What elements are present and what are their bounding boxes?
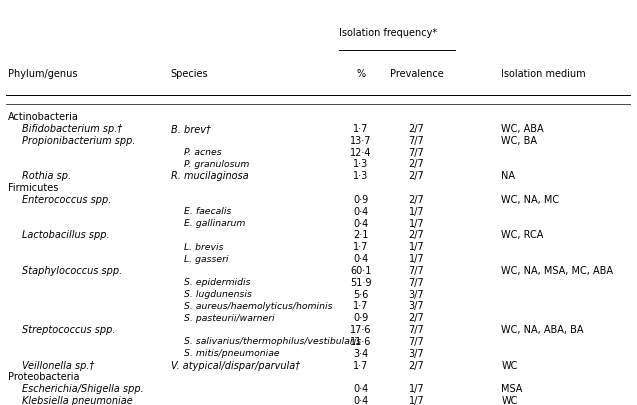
Text: 7/7: 7/7	[408, 337, 424, 347]
Text: 0·9: 0·9	[354, 313, 369, 323]
Text: R. mucilaginosa: R. mucilaginosa	[171, 171, 248, 181]
Text: 3/7: 3/7	[409, 301, 424, 311]
Text: 1/7: 1/7	[409, 396, 424, 405]
Text: L. brevis: L. brevis	[184, 243, 224, 252]
Text: 7/7: 7/7	[408, 325, 424, 335]
Text: S. aureus/haemolyticus/hominis: S. aureus/haemolyticus/hominis	[184, 302, 333, 311]
Text: 0·9: 0·9	[354, 195, 369, 205]
Text: 0·4: 0·4	[354, 219, 369, 228]
Text: Firmicutes: Firmicutes	[8, 183, 59, 193]
Text: S. epidermidis: S. epidermidis	[184, 278, 251, 287]
Text: 11·6: 11·6	[350, 337, 371, 347]
Text: Phylum/genus: Phylum/genus	[8, 68, 78, 79]
Text: Species: Species	[171, 68, 208, 79]
Text: 0·4: 0·4	[354, 396, 369, 405]
Text: Streptococcus spp.: Streptococcus spp.	[22, 325, 115, 335]
Text: %: %	[356, 68, 366, 79]
Text: Prevalence: Prevalence	[390, 68, 443, 79]
Text: WC, NA, MSA, MC, ABA: WC, NA, MSA, MC, ABA	[501, 266, 613, 276]
Text: 1·7: 1·7	[354, 124, 369, 134]
Text: S. mitis/pneumoniae: S. mitis/pneumoniae	[184, 349, 280, 358]
Text: 7/7: 7/7	[408, 278, 424, 288]
Text: Veillonella sp.†: Veillonella sp.†	[22, 360, 94, 371]
Text: E. gallinarum: E. gallinarum	[184, 219, 246, 228]
Text: 1/7: 1/7	[409, 254, 424, 264]
Text: S. pasteurii/warneri: S. pasteurii/warneri	[184, 314, 275, 323]
Text: NA: NA	[501, 171, 515, 181]
Text: P. granulosum: P. granulosum	[184, 160, 250, 169]
Text: 1/7: 1/7	[409, 219, 424, 228]
Text: Klebsiella pneumoniae: Klebsiella pneumoniae	[22, 396, 132, 405]
Text: 2/7: 2/7	[408, 313, 424, 323]
Text: 2/7: 2/7	[408, 195, 424, 205]
Text: 2/7: 2/7	[408, 171, 424, 181]
Text: 12·4: 12·4	[350, 148, 372, 158]
Text: 0·4: 0·4	[354, 207, 369, 217]
Text: 1·7: 1·7	[354, 360, 369, 371]
Text: S. lugdunensis: S. lugdunensis	[184, 290, 252, 299]
Text: Bifidobacterium sp.†: Bifidobacterium sp.†	[22, 124, 122, 134]
Text: 60·1: 60·1	[350, 266, 371, 276]
Text: Proteobacteria: Proteobacteria	[8, 372, 80, 382]
Text: Isolation medium: Isolation medium	[501, 68, 586, 79]
Text: 1·3: 1·3	[354, 171, 369, 181]
Text: Actinobacteria: Actinobacteria	[8, 112, 79, 122]
Text: 0·4: 0·4	[354, 384, 369, 394]
Text: 2/7: 2/7	[408, 160, 424, 169]
Text: 17·6: 17·6	[350, 325, 372, 335]
Text: WC, BA: WC, BA	[501, 136, 538, 146]
Text: 2·1: 2·1	[354, 230, 369, 241]
Text: 13·7: 13·7	[350, 136, 372, 146]
Text: Escherichia/Shigella spp.: Escherichia/Shigella spp.	[22, 384, 144, 394]
Text: S. salivarius/thermophilus/vestibularis: S. salivarius/thermophilus/vestibularis	[184, 337, 361, 346]
Text: 7/7: 7/7	[408, 266, 424, 276]
Text: L. gasseri: L. gasseri	[184, 255, 229, 264]
Text: 7/7: 7/7	[408, 136, 424, 146]
Text: E. faecalis: E. faecalis	[184, 207, 232, 216]
Text: 3·4: 3·4	[354, 349, 369, 359]
Text: Isolation frequency*: Isolation frequency*	[340, 28, 438, 38]
Text: Propionibacterium spp.: Propionibacterium spp.	[22, 136, 136, 146]
Text: 51·9: 51·9	[350, 278, 372, 288]
Text: 1/7: 1/7	[409, 242, 424, 252]
Text: 3/7: 3/7	[409, 349, 424, 359]
Text: 1·7: 1·7	[354, 301, 369, 311]
Text: 0·4: 0·4	[354, 254, 369, 264]
Text: 7/7: 7/7	[408, 148, 424, 158]
Text: 1/7: 1/7	[409, 384, 424, 394]
Text: MSA: MSA	[501, 384, 523, 394]
Text: 2/7: 2/7	[408, 230, 424, 241]
Text: 1·7: 1·7	[354, 242, 369, 252]
Text: Staphylococcus spp.: Staphylococcus spp.	[22, 266, 122, 276]
Text: 2/7: 2/7	[408, 124, 424, 134]
Text: B. brev†: B. brev†	[171, 124, 210, 134]
Text: WC, NA, ABA, BA: WC, NA, ABA, BA	[501, 325, 584, 335]
Text: WC, RCA: WC, RCA	[501, 230, 544, 241]
Text: WC, NA, MC: WC, NA, MC	[501, 195, 559, 205]
Text: WC: WC	[501, 396, 518, 405]
Text: 3/7: 3/7	[409, 290, 424, 300]
Text: WC, ABA: WC, ABA	[501, 124, 544, 134]
Text: Rothia sp.: Rothia sp.	[22, 171, 71, 181]
Text: 1/7: 1/7	[409, 207, 424, 217]
Text: V. atypical/dispar/parvula†: V. atypical/dispar/parvula†	[171, 360, 299, 371]
Text: 1·3: 1·3	[354, 160, 369, 169]
Text: 5·6: 5·6	[354, 290, 369, 300]
Text: 2/7: 2/7	[408, 360, 424, 371]
Text: Enterococcus spp.: Enterococcus spp.	[22, 195, 111, 205]
Text: WC: WC	[501, 360, 518, 371]
Text: P. acnes: P. acnes	[184, 148, 222, 157]
Text: Lactobacillus spp.: Lactobacillus spp.	[22, 230, 110, 241]
